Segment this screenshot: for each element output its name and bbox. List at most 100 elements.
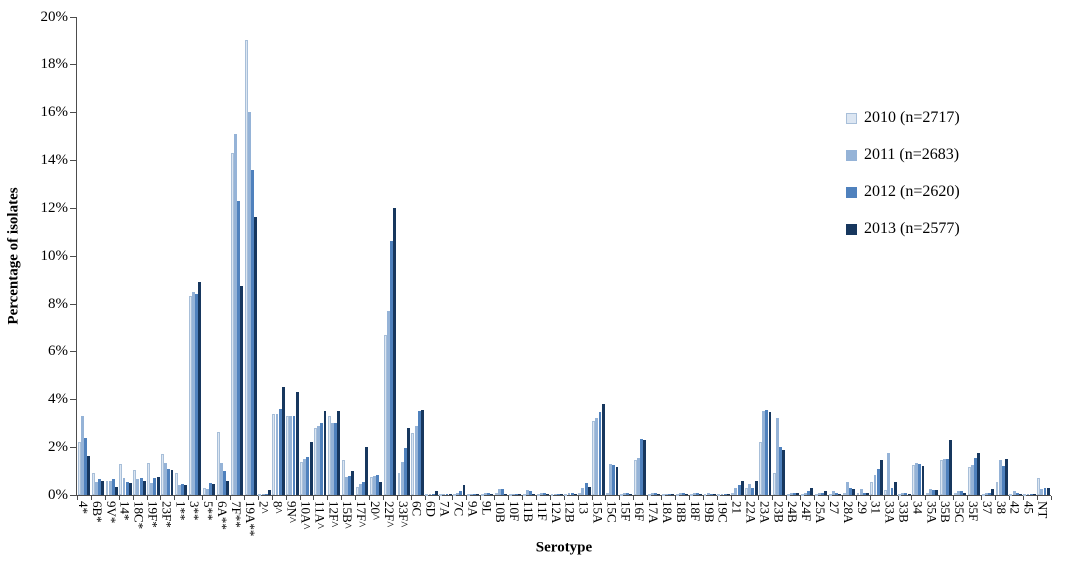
bar-2011-16F [637,457,641,495]
bar-2012-11F [542,493,546,495]
bar-2012-6A** [223,471,226,495]
bar-2013-29 [865,492,869,495]
bar-2011-3** [192,291,195,495]
bar-2013-12F^ [337,411,341,495]
bar-2011-35C [956,491,960,495]
bar-2013-18A [671,494,675,495]
bar-2011-12F^ [331,423,335,495]
bar-2010-11F [536,493,540,496]
bar-2011-2^ [261,493,265,495]
bar-2013-22F^ [393,207,396,495]
bar-2010-20^ [369,477,373,495]
x-tick [563,496,565,500]
x-tick [188,496,190,500]
bar-2011-5** [205,489,209,495]
legend-label: 2012 (n=2620) [864,183,960,200]
x-axis-line [76,495,1051,496]
x-tick-label: 18B [673,501,689,523]
x-tick-label: 19B [701,501,717,523]
x-tick [104,496,106,500]
bar-2012-11A^ [320,423,324,495]
bar-2011-19B [706,493,710,495]
bar-2012-35B [946,459,950,495]
bar-2013-20^ [379,481,383,495]
bar-2013-10F [518,494,522,495]
bar-2011-21 [734,487,738,495]
bar-2012-22F^ [389,241,393,495]
x-tick [522,496,524,500]
bar-2013-7C [462,485,466,495]
bar-2011-9L [484,493,488,495]
bar-2013-9L [490,493,494,495]
x-tick-label: 21 [729,501,745,514]
x-tick [132,496,134,500]
bar-2011-17F^ [358,484,362,495]
x-tick-label: 7F** [228,501,244,528]
bar-2011-6C [414,425,418,495]
bar-2013-12B [573,493,577,495]
x-tick [424,496,426,500]
bar-2010-23F* [161,454,165,495]
legend-label: 2010 (n=2717) [864,109,960,126]
bar-2011-31 [873,474,877,495]
bar-2013-18B [685,493,688,495]
x-tick [591,496,593,500]
bar-2010-NT [1037,478,1041,495]
bar-2011-6A** [219,462,223,495]
x-tick-label: 5** [201,501,217,521]
x-tick [619,496,621,500]
bar-2010-10F [508,494,512,496]
bar-2013-15A [601,404,605,495]
bar-2012-37 [987,492,991,495]
bar-2012-25A [821,492,824,495]
bar-2013-1** [184,485,188,495]
x-tick [1036,496,1038,500]
bar-2010-22F^ [383,334,387,495]
x-tick-label: 22F^ [381,501,397,528]
bar-2012-12B [570,493,574,495]
x-tick [216,496,218,500]
bar-2011-9N^ [289,416,293,495]
y-tick [70,303,76,305]
x-tick-label: 14* [117,501,133,521]
y-tick-label: 4% [48,391,68,408]
bar-2011-24F [803,492,807,495]
bar-2013-15B^ [351,471,355,495]
bar-2010-1** [175,473,178,495]
bar-2011-35B [943,459,946,495]
x-tick-label: 8^ [270,501,286,514]
bar-2011-37 [984,492,988,495]
bar-2013-33B [907,493,911,495]
x-tick-label: 6B* [89,501,105,523]
y-tick [70,64,76,66]
x-tick-label: 33B [896,501,912,523]
bar-2013-13 [587,486,591,495]
bar-2012-4* [83,437,87,495]
bar-2011-35A [929,489,933,495]
bar-2013-31 [879,460,883,495]
bar-2010-21 [731,492,735,495]
bar-2010-19A** [244,40,248,495]
x-tick [271,496,273,500]
bar-2011-18C* [136,479,140,495]
x-tick [744,496,746,500]
x-tick-label: 23F* [159,501,175,528]
bar-2012-35A [932,490,936,495]
legend-label: 2011 (n=2683) [864,146,960,163]
bar-2012-11B [528,491,532,495]
bar-2010-11A^ [314,428,318,495]
x-tick [160,496,162,500]
bar-2011-24B [790,492,793,495]
bar-2010-17F^ [355,486,359,495]
bar-2010-22A [745,487,749,495]
bar-2012-33B [904,493,908,495]
bar-2012-10B [501,489,505,495]
bar-2013-9V* [114,486,118,495]
x-tick [688,496,690,500]
x-tick-label: 12A [548,501,564,524]
x-tick [146,496,148,500]
bar-2011-15C [609,463,613,495]
legend-swatch-icon [846,186,857,198]
x-tick-label: 23B [771,501,787,523]
